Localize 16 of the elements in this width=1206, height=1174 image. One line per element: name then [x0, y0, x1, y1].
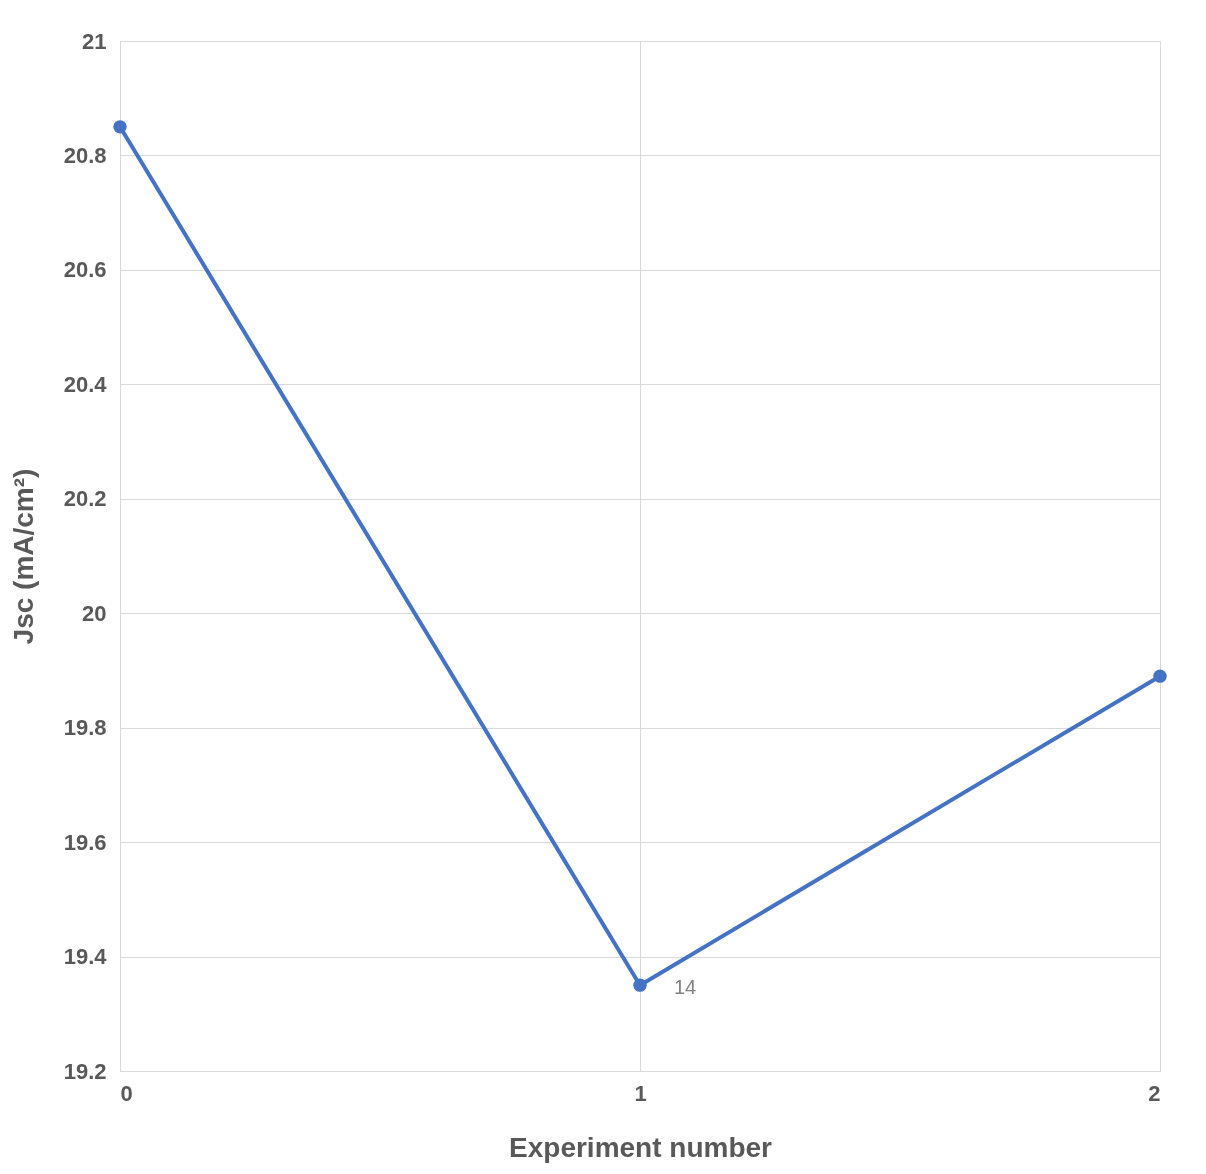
annotation: 14: [673, 976, 697, 999]
x-tick-label: 0: [120, 1080, 133, 1106]
y-tick-label: 20.8: [63, 142, 107, 168]
y-axis-title: Jsc (mA/cm²): [7, 468, 39, 645]
y-tick-label: 19.2: [63, 1058, 107, 1084]
x-axis-title: Experiment number: [509, 1131, 773, 1163]
y-tick-label: 20: [82, 600, 107, 626]
y-tick-label: 19.4: [63, 944, 108, 970]
x-tick-label: 1: [634, 1080, 647, 1106]
y-tick-label: 20.6: [63, 257, 107, 283]
y-tick-label: 19.6: [63, 829, 107, 855]
y-tick-label: 21: [82, 28, 107, 54]
y-tick-label: 20.4: [63, 371, 108, 397]
x-tick-label: 2: [1148, 1080, 1161, 1106]
y-tick-label: 20.2: [63, 486, 107, 512]
y-tick-label: 19.8: [63, 715, 107, 741]
